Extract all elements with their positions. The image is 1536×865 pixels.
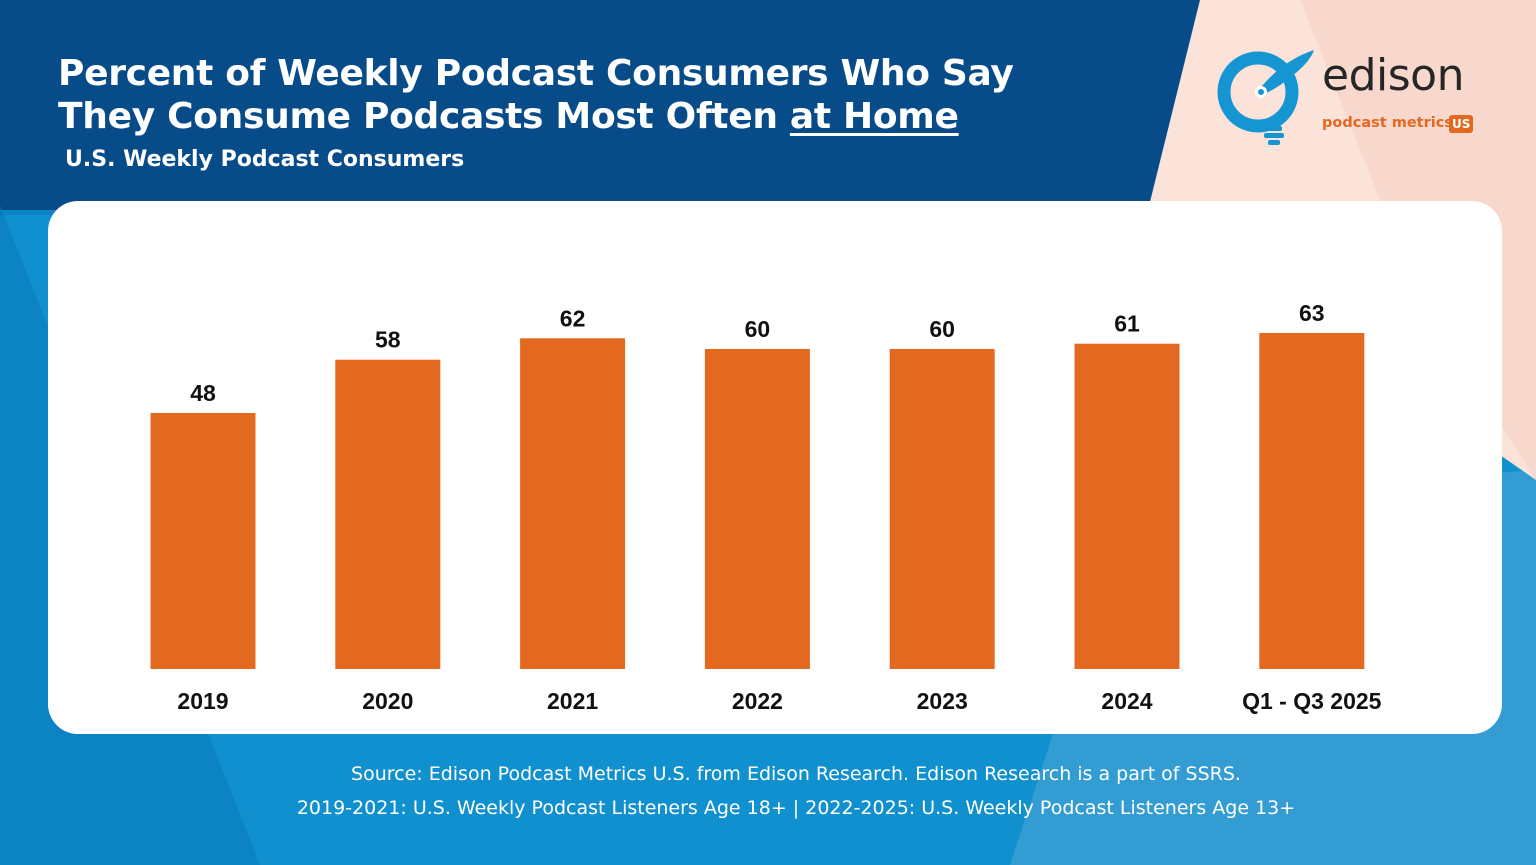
data-label: 58 <box>375 327 401 353</box>
x-tick-label: 2024 <box>1101 688 1152 714</box>
x-tick-label: Q1 - Q3 2025 <box>1242 688 1382 714</box>
x-tick-label: 2023 <box>917 688 968 714</box>
bar-2022 <box>704 349 810 669</box>
data-label: 61 <box>1114 311 1140 337</box>
bar-2020 <box>335 359 441 669</box>
chart-title-emphasis: at Home <box>789 96 959 137</box>
chart-card: 48 2019 58 2020 62 2021 60 2022 60 2023 61 2024 63 Q1… <box>48 201 1502 734</box>
x-tick-label: 2019 <box>177 688 228 714</box>
bar-chart: 48 2019 58 2020 62 2021 60 2022 60 2023 61 2024 63 Q1… <box>150 300 1382 714</box>
data-label: 60 <box>745 316 771 342</box>
bar-2024 <box>1074 343 1180 669</box>
logo-us-badge: US <box>1449 115 1474 133</box>
chart-title: Percent of Weekly Podcast Consumers Who … <box>58 52 1014 138</box>
edison-bulb-icon <box>1217 50 1314 145</box>
chart-subtitle: U.S. Weekly Podcast Consumers <box>65 147 465 172</box>
x-tick-label: 2020 <box>362 688 413 714</box>
sample-note: 2019-2021: U.S. Weekly Podcast Listeners… <box>296 797 1296 819</box>
x-tick-label: 2021 <box>547 688 598 714</box>
edison-logo: edison podcast metrics US <box>1214 42 1494 152</box>
logo-tagline: podcast metrics <box>1322 115 1453 131</box>
bar-2021 <box>520 338 626 669</box>
chart-title-line1: Percent of Weekly Podcast Consumers Who … <box>58 53 1014 94</box>
logo-wordmark: edison <box>1322 50 1464 101</box>
data-label: 62 <box>560 305 586 331</box>
bar-q1-q32025 <box>1259 333 1365 669</box>
x-tick-label: 2022 <box>732 688 783 714</box>
data-label: 60 <box>929 316 955 342</box>
data-label: 63 <box>1299 300 1325 326</box>
data-label: 48 <box>190 380 216 406</box>
source-note: Source: Edison Podcast Metrics U.S. from… <box>351 763 1241 785</box>
chart-title-line2: They Consume Podcasts Most Often <box>58 96 790 137</box>
bar-2023 <box>889 349 995 669</box>
bar-2019 <box>150 413 256 669</box>
